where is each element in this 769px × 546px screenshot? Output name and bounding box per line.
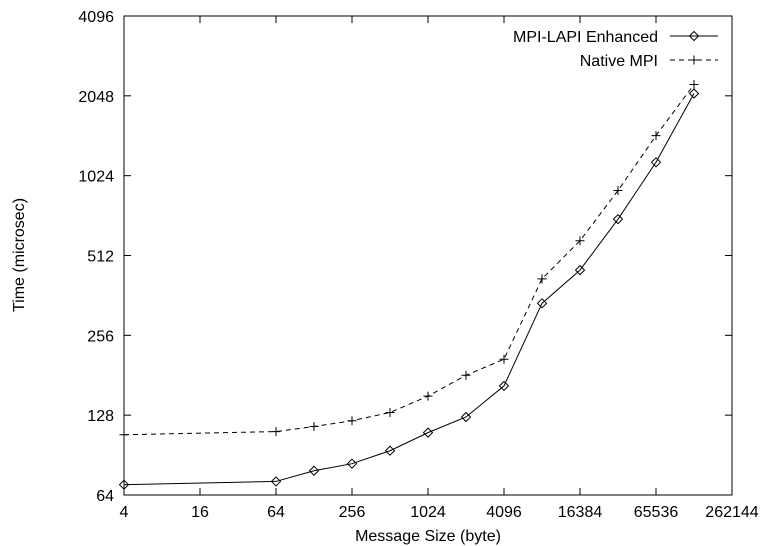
series-line: [123, 84, 695, 436]
data-point: [461, 370, 471, 380]
legend-label: Native MPI: [580, 53, 658, 70]
data-point: [651, 131, 661, 141]
data-point: [423, 391, 433, 401]
data-point: [385, 407, 395, 417]
data-point: [536, 298, 548, 309]
data-point: [498, 380, 510, 392]
y-tick-label: 4096: [78, 9, 114, 26]
series-line: [123, 93, 695, 486]
x-axis-title: Message Size (byte): [355, 528, 501, 545]
data-point: [537, 274, 547, 284]
x-tick-label: 65536: [634, 504, 679, 521]
legend-marker: [689, 55, 699, 65]
y-axis-title: Time (microsec): [11, 198, 28, 312]
x-tick-label: 4: [120, 504, 129, 521]
data-point: [271, 427, 281, 437]
data-point: [309, 422, 319, 432]
data-point: [650, 157, 662, 168]
y-tick-label: 1024: [78, 169, 114, 186]
x-tick-label: 262144: [705, 504, 758, 521]
x-tick-label: 64: [267, 504, 285, 521]
series-native-mpi: [119, 79, 699, 440]
x-tick-label: 16384: [558, 504, 603, 521]
x-tick-label: 4096: [486, 504, 522, 521]
data-point: [118, 479, 130, 490]
data-point: [689, 79, 699, 89]
y-axis: 64 128 256 512 1024 2048 4096: [78, 9, 732, 505]
plot-frame: [123, 15, 733, 496]
data-point: [574, 264, 586, 276]
data-point: [346, 458, 358, 469]
y-tick-label: 128: [87, 408, 114, 425]
y-tick-label: 64: [96, 488, 114, 505]
data-point: [575, 236, 585, 246]
data-point: [347, 416, 357, 426]
legend-label: MPI-LAPI Enhanced: [513, 29, 658, 46]
data-point: [613, 186, 623, 196]
legend-marker: [688, 30, 700, 42]
x-tick-label: 16: [191, 504, 209, 521]
x-tick-label: 1024: [410, 504, 446, 521]
y-tick-label: 512: [87, 249, 114, 266]
y-tick-label: 256: [87, 328, 114, 345]
series-layer: [118, 79, 700, 490]
y-tick-label: 2048: [78, 89, 114, 106]
data-point: [308, 465, 320, 476]
data-point: [688, 88, 700, 99]
data-point: [422, 427, 434, 438]
data-point: [612, 213, 624, 225]
x-tick-label: 256: [339, 504, 366, 521]
data-point: [460, 411, 472, 423]
data-point: [384, 445, 396, 456]
data-point: [499, 354, 509, 364]
data-point: [119, 430, 129, 440]
data-point: [270, 476, 282, 487]
series-mpi-lapi-enhanced: [118, 88, 700, 490]
x-axis: 4 16 64 256 1024 4096 16384 65536 262144: [120, 16, 759, 521]
legend: MPI-LAPI Enhanced Native MPI: [513, 29, 718, 70]
